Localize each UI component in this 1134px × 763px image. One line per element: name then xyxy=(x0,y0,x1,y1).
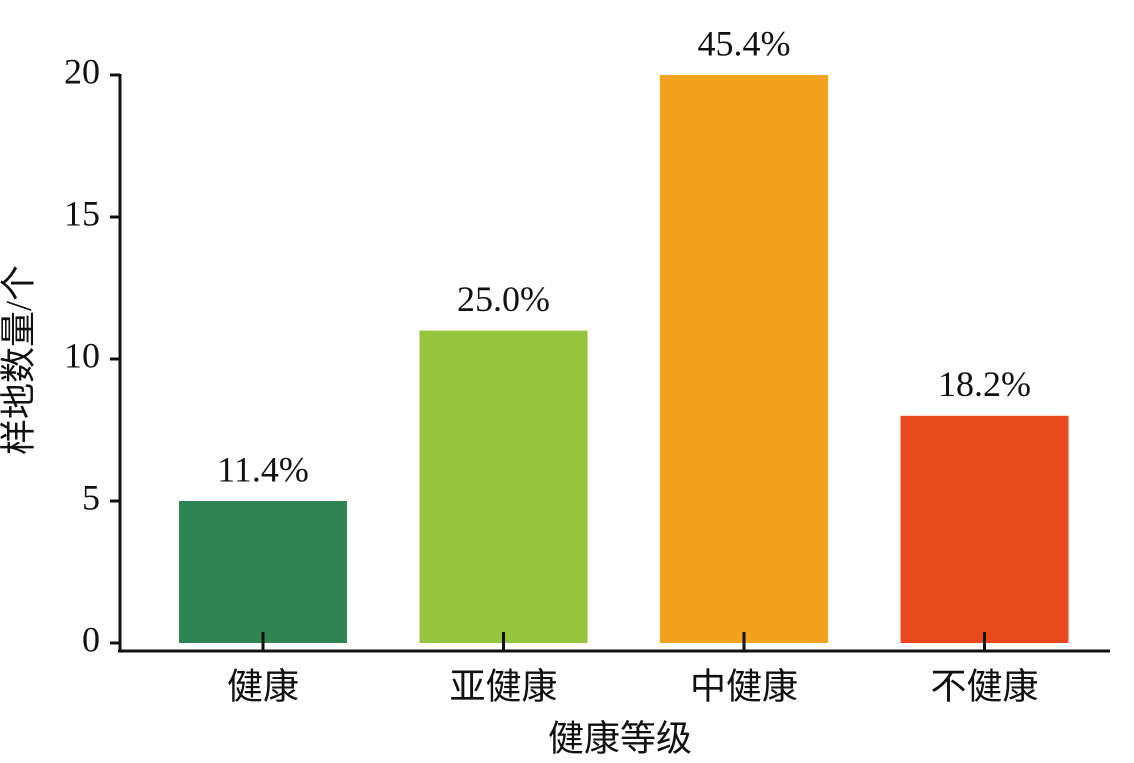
x-tick-label: 不健康 xyxy=(930,666,1038,706)
y-tick-label: 20 xyxy=(64,51,100,91)
y-tick-label: 0 xyxy=(82,619,100,659)
bar xyxy=(900,415,1069,643)
bar xyxy=(179,501,347,643)
x-tick-label: 亚健康 xyxy=(449,666,557,706)
bar xyxy=(419,330,588,643)
bar-label: 18.2% xyxy=(938,364,1031,404)
bar-label: 45.4% xyxy=(698,23,791,63)
x-tick-label: 健康 xyxy=(227,666,299,706)
bar-label: 11.4% xyxy=(217,449,309,489)
x-axis-label: 健康等级 xyxy=(548,718,692,758)
bar xyxy=(660,75,828,643)
y-axis-label: 样地数量/个 xyxy=(0,265,38,455)
x-tick-label: 中健康 xyxy=(690,666,798,706)
y-tick-label: 15 xyxy=(64,193,100,233)
y-tick-label: 10 xyxy=(64,335,100,375)
bar-label: 25.0% xyxy=(457,279,550,319)
y-tick-label: 5 xyxy=(82,477,100,517)
